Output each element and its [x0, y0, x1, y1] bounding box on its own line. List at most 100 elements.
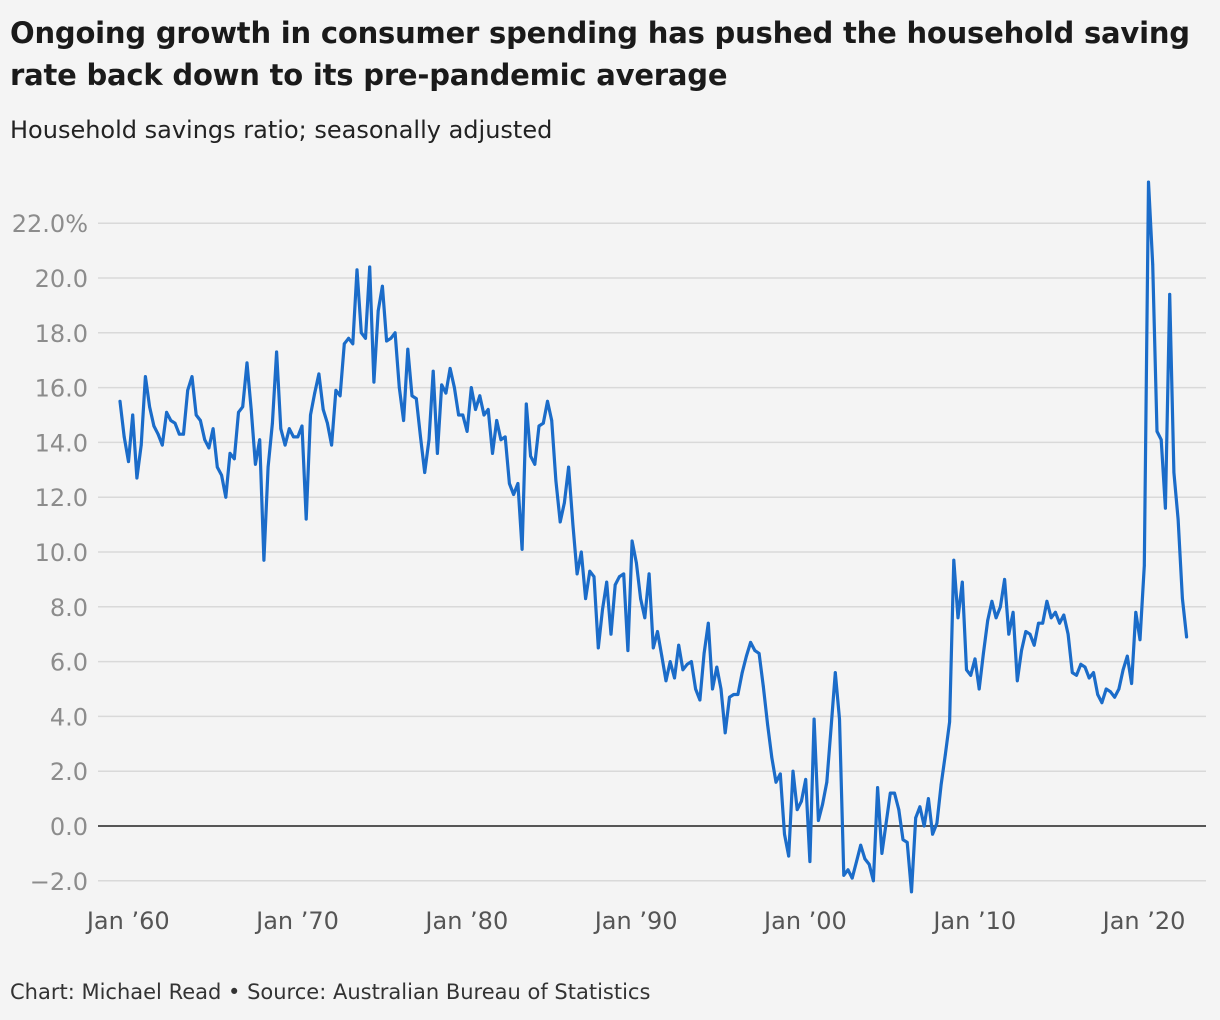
- data-point: [745, 654, 748, 658]
- data-point: [326, 421, 329, 425]
- data-point: [461, 413, 465, 417]
- data-point: [389, 336, 393, 340]
- data-point: [914, 816, 918, 820]
- data-point: [271, 421, 274, 425]
- data-point: [601, 608, 604, 611]
- y-tick-label: 4.0: [50, 703, 88, 731]
- data-point: [706, 621, 710, 625]
- data-point: [448, 367, 452, 370]
- data-point: [486, 408, 490, 411]
- data-point: [1028, 632, 1032, 636]
- y-tick-label: 0.0: [50, 813, 88, 841]
- data-point: [1087, 676, 1091, 680]
- data-point: [694, 687, 697, 691]
- chart-source-footer: Chart: Michael Read • Source: Australian…: [10, 980, 651, 1004]
- data-point: [292, 435, 295, 439]
- data-point: [673, 676, 676, 680]
- data-point: [901, 838, 905, 842]
- data-point: [431, 369, 435, 373]
- data-point: [453, 386, 456, 389]
- data-point: [190, 375, 194, 378]
- data-point: [550, 419, 554, 422]
- y-tick-label: 22.0%: [12, 210, 88, 238]
- data-point: [656, 630, 659, 633]
- data-point: [203, 438, 207, 442]
- data-point: [749, 641, 752, 644]
- data-point: [482, 413, 486, 417]
- data-point: [211, 427, 215, 431]
- data-point: [1045, 599, 1049, 603]
- y-tick-label: 2.0: [50, 758, 88, 786]
- data-point: [364, 336, 367, 340]
- data-point: [702, 652, 706, 655]
- data-point: [465, 430, 469, 433]
- data-point: [690, 660, 693, 663]
- data-point: [279, 427, 283, 431]
- data-point: [127, 460, 130, 463]
- data-point: [554, 479, 558, 483]
- data-point: [1054, 610, 1057, 614]
- data-point: [338, 394, 342, 398]
- data-point: [1079, 662, 1083, 666]
- data-point: [262, 558, 266, 562]
- data-point: [546, 399, 549, 403]
- data-point: [249, 408, 253, 411]
- data-point: [1096, 693, 1100, 696]
- data-point: [736, 693, 740, 696]
- data-point: [850, 876, 854, 880]
- x-tick-label: Jan ’10: [931, 907, 1016, 935]
- chart-title: Ongoing growth in consumer spending has …: [10, 16, 1190, 92]
- data-point: [787, 854, 791, 858]
- data-point: [986, 619, 990, 622]
- data-point: [173, 421, 177, 425]
- data-point: [1138, 638, 1142, 642]
- y-tick-label: 14.0: [35, 429, 88, 457]
- data-point: [990, 599, 994, 603]
- data-point: [131, 413, 135, 417]
- data-point: [876, 786, 879, 789]
- data-point: [160, 443, 164, 447]
- data-point: [842, 873, 846, 877]
- data-point: [939, 783, 943, 787]
- data-point: [1109, 690, 1112, 694]
- data-point: [872, 879, 875, 883]
- data-point: [245, 361, 249, 365]
- data-point: [960, 580, 964, 584]
- data-point: [1007, 632, 1011, 636]
- chart-subtitle: Household savings ratio; seasonally adju…: [10, 116, 553, 144]
- data-point: [266, 465, 270, 469]
- data-point: [660, 654, 664, 658]
- data-point: [732, 693, 736, 696]
- data-point: [1037, 621, 1040, 625]
- data-point: [770, 756, 774, 759]
- data-point: [427, 438, 431, 442]
- data-point: [300, 424, 304, 428]
- data-point: [897, 808, 901, 811]
- y-tick-label: 10.0: [35, 539, 88, 567]
- data-point: [313, 391, 317, 395]
- data-point: [1003, 578, 1006, 581]
- data-point: [817, 819, 820, 822]
- data-point: [558, 520, 562, 524]
- data-point: [224, 495, 228, 499]
- data-point: [1049, 616, 1053, 620]
- data-point: [1117, 687, 1121, 691]
- data-point: [376, 309, 380, 313]
- data-point: [537, 424, 541, 428]
- data-point: [529, 454, 532, 458]
- data-point: [1011, 610, 1015, 614]
- data-point: [812, 717, 816, 721]
- data-point: [423, 471, 427, 474]
- data-point: [715, 665, 719, 669]
- data-point: [795, 808, 799, 811]
- data-point: [440, 383, 444, 387]
- data-point: [774, 780, 778, 784]
- data-point: [1164, 506, 1167, 510]
- data-point: [351, 342, 355, 346]
- data-point: [1083, 665, 1087, 669]
- data-point: [410, 394, 414, 398]
- data-point: [1159, 438, 1163, 442]
- data-point: [397, 386, 401, 389]
- data-point: [783, 832, 786, 836]
- data-point: [516, 482, 520, 485]
